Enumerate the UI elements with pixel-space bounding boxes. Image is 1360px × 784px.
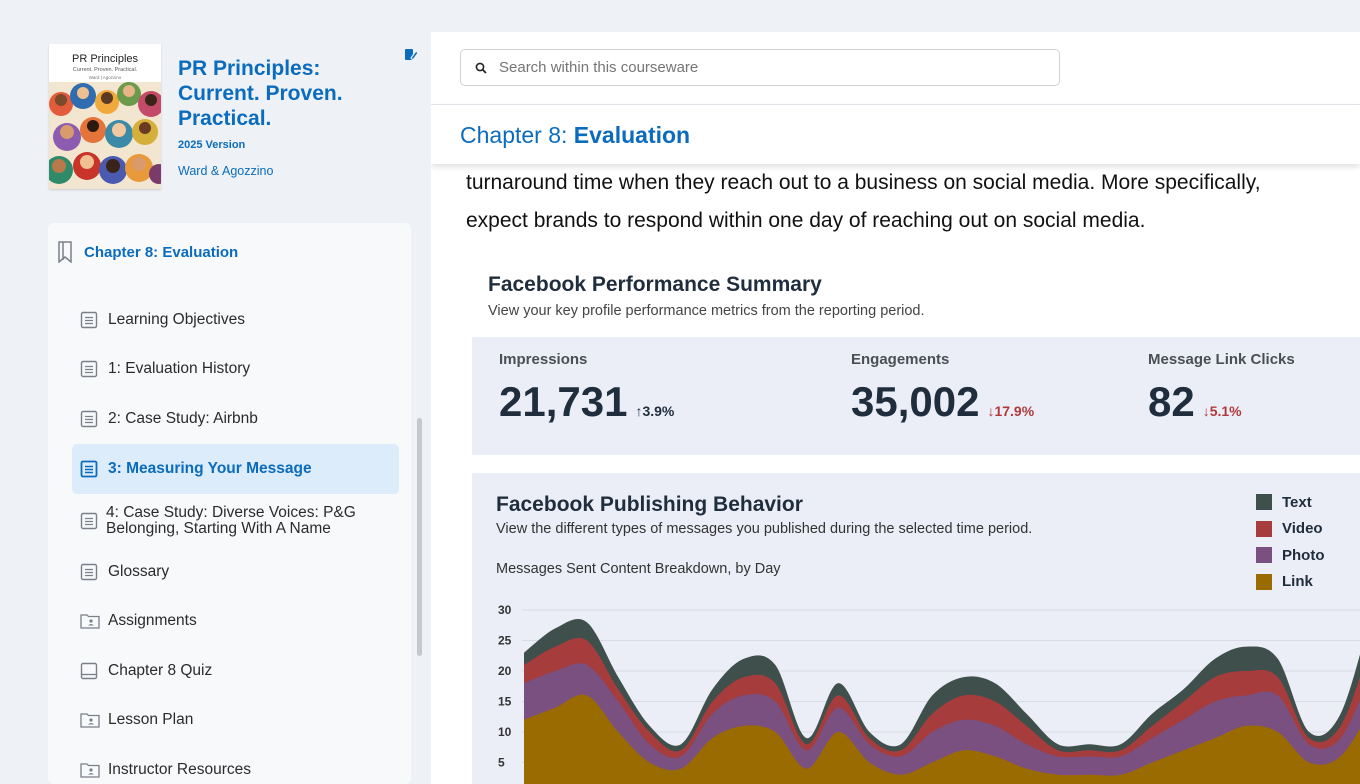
metric-label: Engagements bbox=[851, 351, 950, 368]
metric-label: Impressions bbox=[499, 351, 588, 368]
book-title[interactable]: PR Principles: Current. Proven. Practica… bbox=[178, 57, 343, 130]
legend-item[interactable]: Video bbox=[1256, 516, 1325, 543]
main-content: Chapter 8: Evaluation turnaround time wh… bbox=[431, 32, 1360, 784]
chart-title: Messages Sent Content Breakdown, by Day bbox=[496, 561, 781, 577]
toc-item[interactable]: Instructor Resources bbox=[72, 745, 399, 784]
search-box[interactable] bbox=[460, 49, 1060, 86]
performance-subtitle: View your key profile performance metric… bbox=[488, 303, 925, 319]
cover-title: PR Principles bbox=[71, 53, 139, 65]
toc-item-label: 1: Evaluation History bbox=[108, 360, 251, 377]
toc-item[interactable]: Assignments bbox=[72, 596, 399, 646]
folder-icon bbox=[80, 762, 100, 778]
metric-change: ↓5.1% bbox=[1202, 403, 1242, 419]
legend-item[interactable]: Text bbox=[1256, 489, 1325, 516]
legend-swatch bbox=[1256, 547, 1272, 564]
chapter-name: Evaluation bbox=[573, 122, 691, 148]
legend-swatch bbox=[1256, 494, 1272, 511]
toc-item-label: 3: Measuring Your Message bbox=[108, 460, 312, 477]
toc-chapter-label: Chapter 8: Evaluation bbox=[84, 243, 239, 261]
publishing-panel: 5 10 15 20 25 30 Facebook Publishing Behavior… bbox=[472, 473, 1360, 784]
metric-message-link-clicks: Message Link Clicks 82 ↓5.1% bbox=[1148, 351, 1295, 426]
search-icon bbox=[475, 62, 487, 74]
y-tick-label: 10 bbox=[498, 725, 512, 739]
performance-title: Facebook Performance Summary bbox=[488, 273, 822, 296]
toc-scrollbar[interactable] bbox=[417, 418, 422, 656]
table-of-contents: Chapter 8: Evaluation Learning Objective… bbox=[48, 223, 411, 784]
folder-icon bbox=[80, 613, 100, 629]
toc-item-label: Glossary bbox=[108, 563, 170, 580]
chapter-title: Chapter 8: Evaluation bbox=[460, 122, 690, 149]
toc-item-label: 2: Case Study: Airbnb bbox=[108, 410, 258, 427]
book-cover[interactable]: PR Principles Current. Proven. Practical… bbox=[49, 44, 161, 189]
book-authors: Ward & Agozzino bbox=[178, 164, 274, 178]
document-icon bbox=[80, 460, 100, 478]
metric-change: ↓17.9% bbox=[987, 403, 1035, 419]
toc-item[interactable]: 3: Measuring Your Message bbox=[72, 444, 399, 494]
metric-change: ↑3.9% bbox=[635, 403, 675, 419]
cover-illustration bbox=[49, 82, 161, 189]
metric-label: Message Link Clicks bbox=[1148, 351, 1295, 368]
toc-item[interactable]: Lesson Plan bbox=[72, 695, 399, 745]
folder-icon bbox=[80, 712, 100, 728]
chapter-prefix: Chapter 8: bbox=[460, 122, 574, 148]
toc-item[interactable]: Glossary bbox=[72, 547, 399, 597]
y-tick-label: 15 bbox=[498, 695, 512, 709]
sidebar: PR Principles Current. Proven. Practical… bbox=[0, 0, 430, 784]
toc-item[interactable]: Learning Objectives bbox=[72, 295, 399, 345]
y-tick-label: 5 bbox=[498, 756, 505, 770]
search-input[interactable] bbox=[499, 59, 1019, 76]
chart-legend: Text Video Photo Link bbox=[1256, 489, 1325, 595]
toc-item-label: Lesson Plan bbox=[108, 711, 194, 728]
legend-swatch bbox=[1256, 520, 1272, 537]
toc-chapter-header[interactable]: Chapter 8: Evaluation bbox=[58, 241, 238, 263]
legend-swatch bbox=[1256, 573, 1272, 590]
legend-item[interactable]: Link bbox=[1256, 569, 1325, 596]
document-icon bbox=[80, 563, 100, 581]
legend-label: Link bbox=[1282, 573, 1313, 591]
y-tick-label: 25 bbox=[498, 634, 512, 648]
toc-item-label: 4: Case Study: Diverse Voices: P&G Belon… bbox=[106, 504, 356, 537]
toc-item[interactable]: 1: Evaluation History bbox=[72, 344, 399, 394]
quiz-icon bbox=[80, 662, 100, 680]
publishing-chart: 5 10 15 20 25 30 bbox=[498, 603, 1360, 784]
chapter-header: Chapter 8: Evaluation bbox=[431, 105, 1360, 164]
y-tick-label: 30 bbox=[498, 603, 512, 617]
toc-item-label: Instructor Resources bbox=[108, 761, 251, 778]
book-version: 2025 Version bbox=[178, 139, 246, 151]
toc-item[interactable]: 4: Case Study: Diverse Voices: P&G Belon… bbox=[72, 496, 399, 546]
metric-value: 35,002 bbox=[851, 378, 980, 425]
metric-engagements: Engagements 35,002 ↓17.9% bbox=[851, 351, 1034, 426]
metric-value: 82 bbox=[1148, 378, 1195, 425]
bookmark-icon bbox=[58, 241, 72, 263]
publishing-title: Facebook Publishing Behavior bbox=[496, 493, 803, 516]
body-text: turnaround time when they reach out to a… bbox=[466, 164, 1360, 240]
toc-item-label: Chapter 8 Quiz bbox=[108, 662, 213, 679]
y-tick-label: 20 bbox=[498, 664, 512, 678]
toc-item-label: Learning Objectives bbox=[108, 311, 245, 328]
document-icon bbox=[80, 512, 98, 530]
document-icon bbox=[80, 360, 100, 378]
document-icon bbox=[80, 311, 100, 329]
cover-authors: Ward | Agozzino bbox=[88, 75, 122, 80]
legend-label: Text bbox=[1282, 493, 1312, 511]
publishing-subtitle: View the different types of messages you… bbox=[496, 521, 1033, 537]
search-bar bbox=[431, 32, 1360, 105]
metrics-panel: Impressions 21,731 ↑3.9% Engagements 35,0… bbox=[472, 337, 1360, 455]
cover-subtitle: Current. Proven. Practical. bbox=[72, 67, 138, 73]
edit-pen-icon[interactable] bbox=[404, 48, 419, 67]
area-series-link bbox=[524, 694, 1360, 784]
legend-label: Photo bbox=[1282, 546, 1325, 564]
legend-label: Video bbox=[1282, 520, 1323, 538]
toc-item-label: Assignments bbox=[108, 612, 197, 629]
legend-item[interactable]: Photo bbox=[1256, 542, 1325, 569]
document-icon bbox=[80, 410, 100, 428]
body-line-1: turnaround time when they reach out to a… bbox=[466, 171, 1261, 194]
toc-item[interactable]: Chapter 8 Quiz bbox=[72, 646, 399, 696]
body-line-2: expect brands to respond within one day … bbox=[466, 209, 1146, 232]
metric-impressions: Impressions 21,731 ↑3.9% bbox=[499, 351, 674, 426]
metric-value: 21,731 bbox=[499, 378, 628, 425]
toc-item[interactable]: 2: Case Study: Airbnb bbox=[72, 394, 399, 444]
